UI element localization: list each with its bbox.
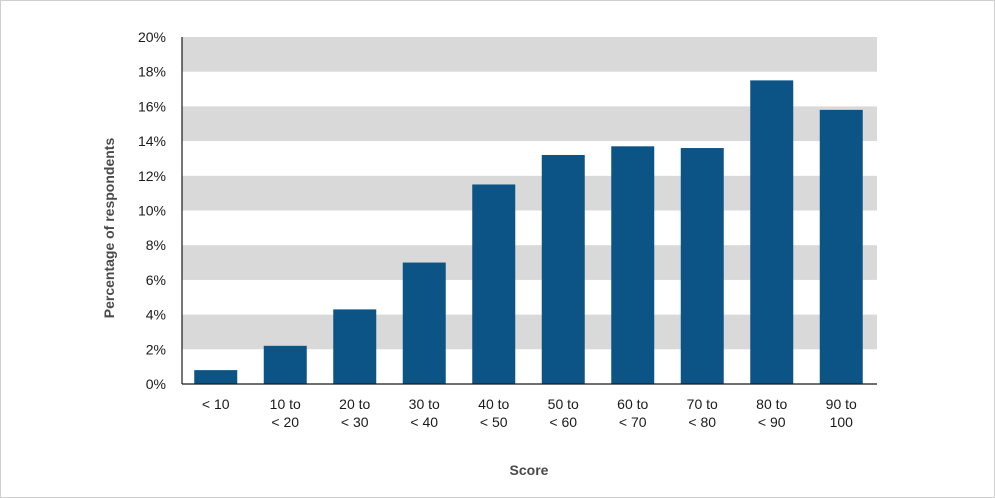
x-category-label-line: 20 to xyxy=(339,396,370,412)
y-tick-label: 0% xyxy=(146,376,166,392)
x-category-label-line: < 20 xyxy=(271,414,299,430)
x-category-label-line: < 10 xyxy=(202,396,230,412)
y-tick-label: 16% xyxy=(138,98,166,114)
x-category-label: 50 to < 60 xyxy=(548,396,579,430)
bar xyxy=(194,370,238,384)
bar-series xyxy=(194,80,863,385)
x-category-label-line: 10 to xyxy=(270,396,301,412)
y-tick-label: 4% xyxy=(146,307,166,323)
y-tick-label: 2% xyxy=(146,341,166,357)
x-category-label: 70 to < 80 xyxy=(687,396,718,430)
bar xyxy=(680,148,724,384)
x-category-label-line: 100 xyxy=(830,414,854,430)
y-tick-label: 10% xyxy=(138,203,166,219)
bar xyxy=(402,262,446,384)
y-tick-label: 20% xyxy=(138,29,166,45)
bar xyxy=(750,80,794,384)
x-category-label: < 10 xyxy=(202,396,230,412)
x-category-label: 20 to < 30 xyxy=(339,396,370,430)
bar xyxy=(541,154,585,384)
x-category-label: 60 to < 70 xyxy=(617,396,648,430)
x-category-label-line: < 30 xyxy=(341,414,369,430)
y-tick-label: 18% xyxy=(138,64,166,80)
bar xyxy=(263,345,307,384)
y-axis-title: Percentage of respondents xyxy=(101,138,117,319)
y-tick-label: 8% xyxy=(146,237,166,253)
x-category-label-line: 70 to xyxy=(687,396,718,412)
x-category-label: 90 to 100 xyxy=(826,396,857,430)
x-category-label-line: < 40 xyxy=(410,414,438,430)
x-category-label-line: < 90 xyxy=(758,414,786,430)
x-axis-title: Score xyxy=(510,462,549,478)
x-category-labels: < 10 10 to < 20 20 to < 30 30 to < 40 40 to < 50… xyxy=(202,396,857,430)
x-category-label-line: 80 to xyxy=(756,396,787,412)
x-category-label-line: 90 to xyxy=(826,396,857,412)
x-category-label-line: 50 to xyxy=(548,396,579,412)
x-category-label: 10 to < 20 xyxy=(270,396,301,430)
x-category-label-line: 40 to xyxy=(478,396,509,412)
x-category-label-line: < 70 xyxy=(619,414,647,430)
bar xyxy=(472,184,516,384)
x-category-label: 40 to < 50 xyxy=(478,396,509,430)
y-tick-label: 6% xyxy=(146,272,166,288)
x-category-label: 30 to < 40 xyxy=(409,396,440,430)
y-tick-label: 12% xyxy=(138,168,166,184)
x-category-label: 80 to < 90 xyxy=(756,396,787,430)
bar xyxy=(611,146,655,384)
x-category-label-line: < 80 xyxy=(688,414,716,430)
grid-band xyxy=(182,37,877,72)
x-category-label-line: < 60 xyxy=(549,414,577,430)
y-tick-label: 14% xyxy=(138,133,166,149)
bar xyxy=(333,309,377,384)
y-tick-labels: 0% 2% 4% 6% 8% 10% 12% 14% 16% 18% 20% xyxy=(138,29,166,392)
bar xyxy=(819,109,863,385)
x-category-label-line: < 50 xyxy=(480,414,508,430)
x-category-label-line: 60 to xyxy=(617,396,648,412)
x-category-label-line: 30 to xyxy=(409,396,440,412)
